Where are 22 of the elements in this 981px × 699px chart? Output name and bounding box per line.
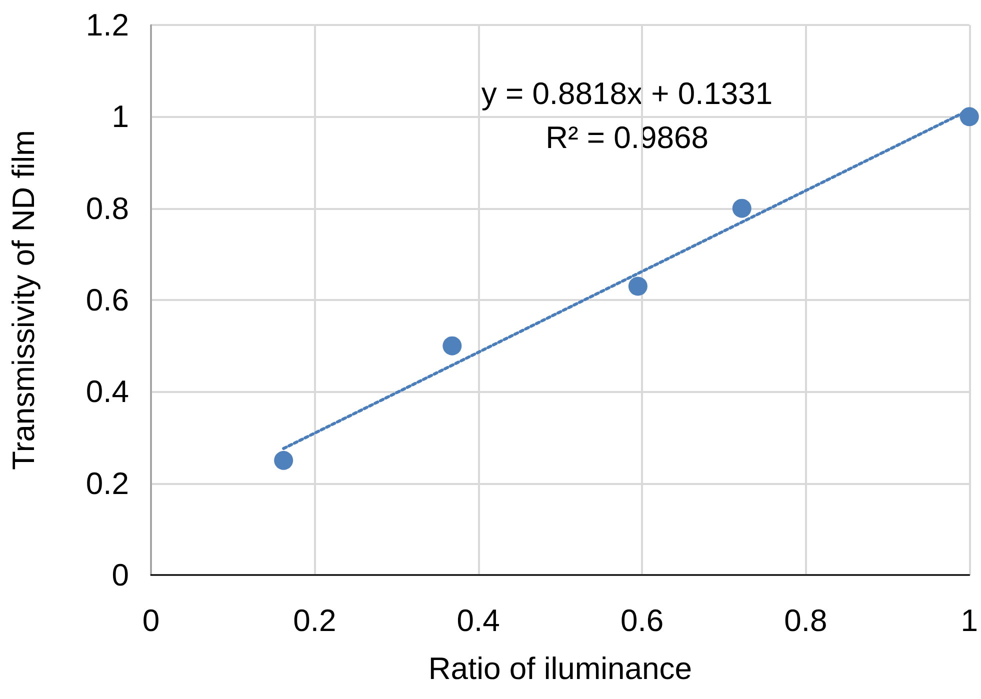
point — [628, 276, 648, 296]
y-tick-label: 0.2 — [86, 466, 129, 501]
x-tick-label: 0.6 — [620, 603, 664, 638]
annotation: R² = 0.9868 — [546, 120, 708, 155]
x-tick-label: 0.4 — [456, 603, 500, 638]
x-tick-label: 0.2 — [293, 603, 336, 638]
y-tick-label: 0.6 — [86, 282, 129, 318]
y-tick-label: 1 — [112, 99, 129, 134]
point — [442, 336, 462, 356]
x-tick-label: 1 — [960, 603, 978, 638]
x-tick-label: 0 — [142, 603, 160, 638]
point — [274, 450, 294, 470]
y-tick-label: 0 — [112, 558, 129, 592]
y-axis-title: Transmissivity of ND film — [6, 130, 41, 470]
y-tick-label: 1.2 — [86, 8, 129, 42]
y-tick-label: 0.4 — [86, 374, 129, 410]
point — [732, 198, 752, 218]
x-axis-title: Ratio of iluminance — [428, 651, 692, 686]
x-tick-label: 0.8 — [784, 603, 828, 638]
y-tick-label: 0.8 — [86, 190, 129, 226]
point — [960, 107, 979, 126]
annotation: y = 0.8818x + 0.1331 — [481, 76, 773, 111]
